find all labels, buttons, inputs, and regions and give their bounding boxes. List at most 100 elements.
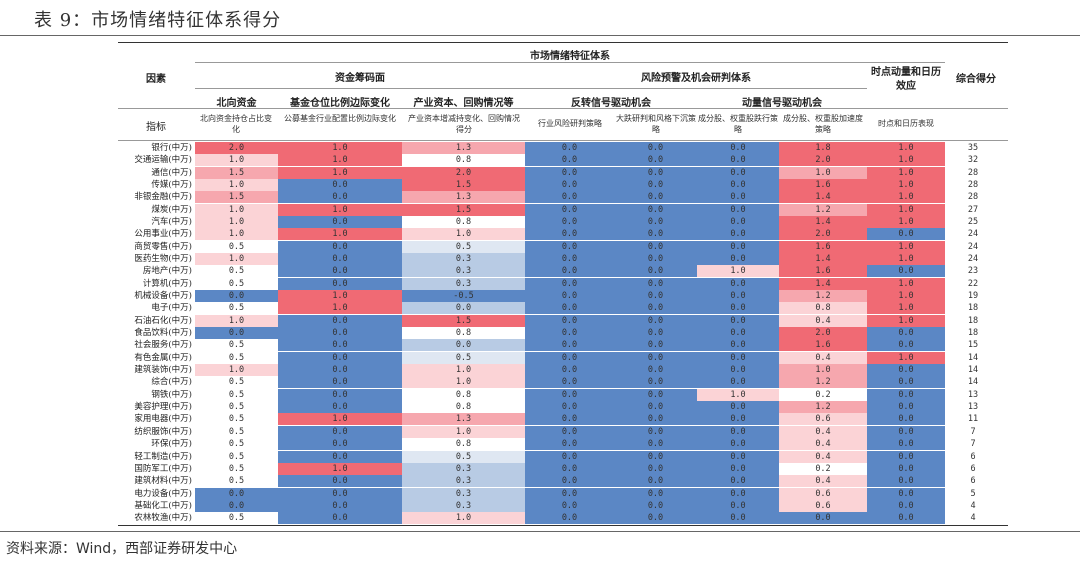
table-cell: 0.0 [525,388,614,401]
row-label: 商贸零售(中万) [134,241,192,252]
table-cell: 1.3 [402,413,525,426]
header-reversal: 反转信号驱动机会 [571,98,651,109]
table-row: 银行(中万) 2.0 1.0 1.3 0.0 0.0 0.0 1.8 1.0 35 [0,142,1080,154]
table-cell: 0.5 [402,351,525,364]
table-cell: 1.0 [402,425,525,438]
table-cell: 2.0 [779,154,867,167]
row-label: 纺织服饰(中万) [134,426,192,437]
table-cell: 0.0 [525,216,614,229]
table-cell: 0.5 [195,265,278,278]
table-cell: 0.0 [525,253,614,266]
table-cell: 0.0 [278,277,402,290]
table-cell: 1.0 [867,351,945,364]
header-score: 综合得分 [956,74,996,85]
table-cell: 0.0 [867,265,945,278]
table-cell: 0.5 [195,401,278,414]
table-cell: 0.0 [614,499,697,512]
header-rule-2 [195,88,867,89]
table-cell: 0.5 [195,413,278,426]
table-cell: 1.0 [402,376,525,389]
table-cell: 0.0 [278,499,402,512]
table-cell: 1.0 [195,364,278,377]
source-note: 资料来源：Wind，西部证券研发中心 [6,541,238,557]
table-cell: 0.5 [195,450,278,463]
table-cell: 1.0 [867,166,945,179]
table-cell: 0.2 [779,388,867,401]
row-score: 6 [970,476,976,487]
row-score: 24 [967,254,979,265]
table-cell: 1.0 [195,253,278,266]
table-cell: 0.8 [402,388,525,401]
table-cell: 1.0 [278,290,402,303]
table-cell: 0.3 [402,475,525,488]
table-cell: 0.0 [867,462,945,475]
table-cell: 0.0 [278,376,402,389]
table-cell: 1.0 [867,216,945,229]
table-cell: 0.0 [278,450,402,463]
table-cell: 0.0 [195,487,278,500]
table-cell: 0.0 [614,203,697,216]
table-cell: 0.0 [278,240,402,253]
table-cell: 0.0 [867,475,945,488]
table-cell: -0.5 [402,290,525,303]
table-cell: 0.2 [779,462,867,475]
table-cell: 0.0 [614,438,697,451]
table-cell: 1.0 [697,388,779,401]
table-cell: 0.0 [697,179,779,192]
table-cell: 1.0 [867,277,945,290]
table-cell: 0.0 [867,450,945,463]
table-cell: 0.4 [779,450,867,463]
table-cell: 1.0 [867,179,945,192]
header-bottom-rule [118,140,1008,141]
table-row: 传媒(中万) 1.0 0.0 1.5 0.0 0.0 0.0 1.6 1.0 28 [0,179,1080,192]
table-cell: 0.0 [697,327,779,340]
table-row: 计算机(中万) 0.5 0.0 0.3 0.0 0.0 0.0 1.4 1.0 22 [0,277,1080,290]
table-cell: 0.0 [867,425,945,438]
table-cell: 0.0 [614,302,697,315]
table-cell: 0.0 [614,388,697,401]
table-cell: 0.0 [278,401,402,414]
table-cell: 0.0 [867,228,945,241]
row-score: 18 [967,315,979,326]
table-cell: 0.0 [697,364,779,377]
table-row: 建筑材料(中万) 0.5 0.0 0.3 0.0 0.0 0.0 0.4 0.0 6 [0,475,1080,488]
row-label: 有色金属(中万) [134,352,192,363]
table-cell: 2.0 [779,327,867,340]
table-cell: 0.5 [195,462,278,475]
table-cell: 0.0 [697,487,779,500]
table-cell: 0.0 [402,339,525,352]
header-top-rule [118,42,1008,43]
table-cell: 0.0 [697,228,779,241]
table-cell: 0.0 [697,425,779,438]
table-cell: 0.0 [867,487,945,500]
table-cell: 0.0 [867,413,945,426]
table-cell: 0.0 [278,512,402,525]
row-score: 24 [967,229,979,240]
table-cell: 0.0 [614,487,697,500]
table-cell: 1.5 [195,191,278,204]
table-row: 社会服务(中万) 0.5 0.0 0.0 0.0 0.0 0.0 1.6 0.0 15 [0,339,1080,352]
table-cell: 0.0 [278,475,402,488]
table-cell: 0.8 [779,302,867,315]
table-cell: 1.0 [195,228,278,241]
table-cell: 0.0 [867,512,945,525]
table-cell: 1.0 [278,462,402,475]
table-cell: 0.0 [278,253,402,266]
table-row: 非银金融(中万) 1.5 0.0 1.3 0.0 0.0 0.0 1.4 1.0 28 [0,191,1080,204]
header-risk: 风险预警及机会研判体系 [641,73,751,84]
table-cell: 0.0 [525,425,614,438]
table-cell: 0.0 [525,327,614,340]
header-rule-3 [118,108,1008,109]
row-score: 11 [967,414,979,425]
table-cell: 1.2 [779,290,867,303]
table-cell: 0.0 [867,438,945,451]
table-cell: 1.0 [402,364,525,377]
indicator-rise: 大跌研判和风格下沉策略 [616,114,696,134]
table-cell: 0.0 [525,351,614,364]
row-score: 7 [970,439,976,450]
table-cell: 0.0 [525,401,614,414]
title-rule [0,35,1080,36]
row-label: 通信(中万) [151,167,192,178]
row-label: 传媒(中万) [151,180,192,191]
table-cell: 0.0 [867,364,945,377]
